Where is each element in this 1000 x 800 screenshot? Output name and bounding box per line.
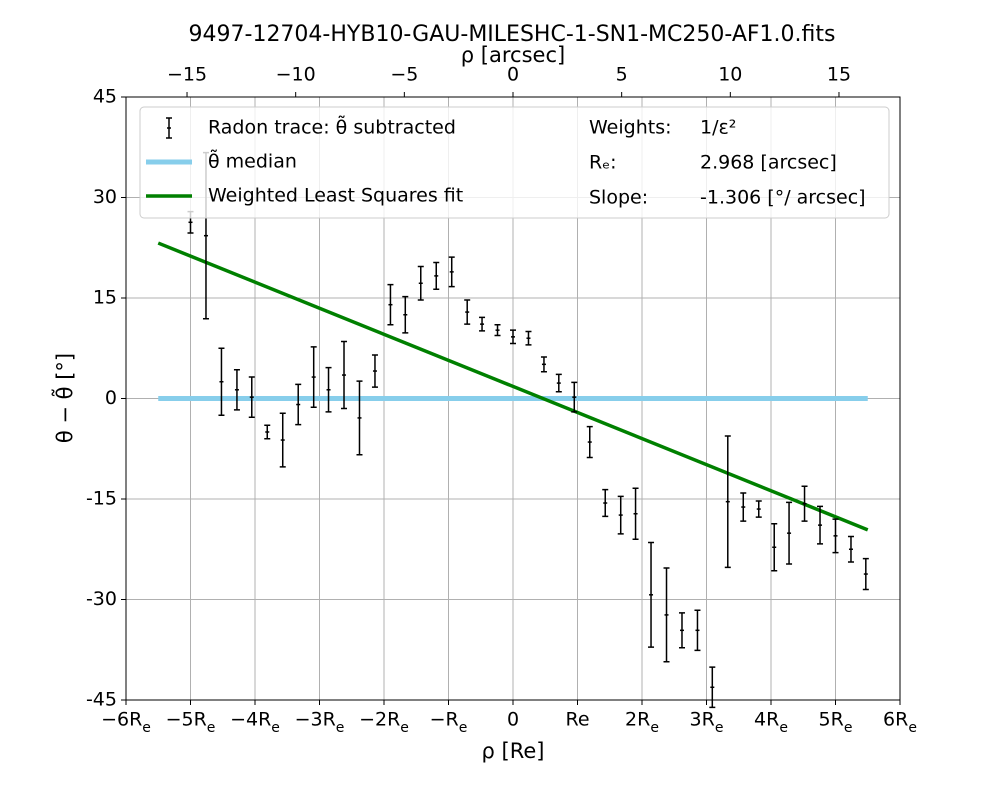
x-tick-label: −4Re [230,709,280,737]
annotation: Slope: [589,187,648,209]
plot-frame [125,96,901,701]
annotation: 1/ε² [700,117,736,139]
x-tick-label: 2Re [625,709,659,737]
top-tick-label: −10 [276,64,316,86]
top-tick-label: 0 [507,64,519,86]
legend-label: Radon trace: θ̃ subtracted [208,113,456,138]
legend: Radon trace: θ̃ subtracted θ̃ median Weigh… [139,106,890,219]
annotation: -1.306 [°/ arcsec] [700,187,866,209]
top-tick-label: 5 [616,64,628,86]
top-tick-label: −5 [390,64,418,86]
x-tick-label: 5Re [819,709,853,737]
legend-box [139,106,890,219]
x-tick-label: −2Re [359,709,409,737]
x-tick-label: Re [565,709,589,731]
top-tick-label: 10 [718,64,742,86]
x-tick-label: 0 [507,709,519,731]
y-tick-label: 30 [93,186,117,208]
y-tick-label: 15 [93,287,117,309]
legend-label: θ̃ median [208,147,297,172]
x-axis-label: ρ [Re] [482,739,545,763]
legend-label: Weighted Least Squares fit [208,185,463,207]
annotation: 2.968 [arcsec] [700,152,837,174]
annotation: Weights: [589,117,672,139]
line [157,241,869,532]
top-tick-label: 15 [827,64,851,86]
top-tick-label: −15 [167,64,207,86]
y-tick-label: -30 [86,588,117,610]
x-tick-label: 3Re [690,709,724,737]
y-tick-label: 45 [93,86,117,108]
x-tick-label: −6Re [101,709,151,737]
y-tick-label: 0 [105,387,117,409]
x-tick-label: −5Re [166,709,216,737]
y-axis-label: θ − θ̃ [°] [50,353,77,443]
y-tick-label: -15 [86,488,117,510]
x-tick-label: −Re [430,709,468,737]
x-tick-label: 6Re [883,709,917,737]
y-tick-label: -45 [86,689,117,711]
chart-title: 9497-12704-HYB10-GAU-MILESHC-1-SN1-MC250… [189,22,836,47]
x-tick-label: 4Re [754,709,788,737]
legend-marker [166,117,172,139]
top-axis-label: ρ [arcsec] [461,43,565,67]
x-tick-label: −3Re [295,709,345,737]
annotation: Rₑ: [589,152,617,174]
